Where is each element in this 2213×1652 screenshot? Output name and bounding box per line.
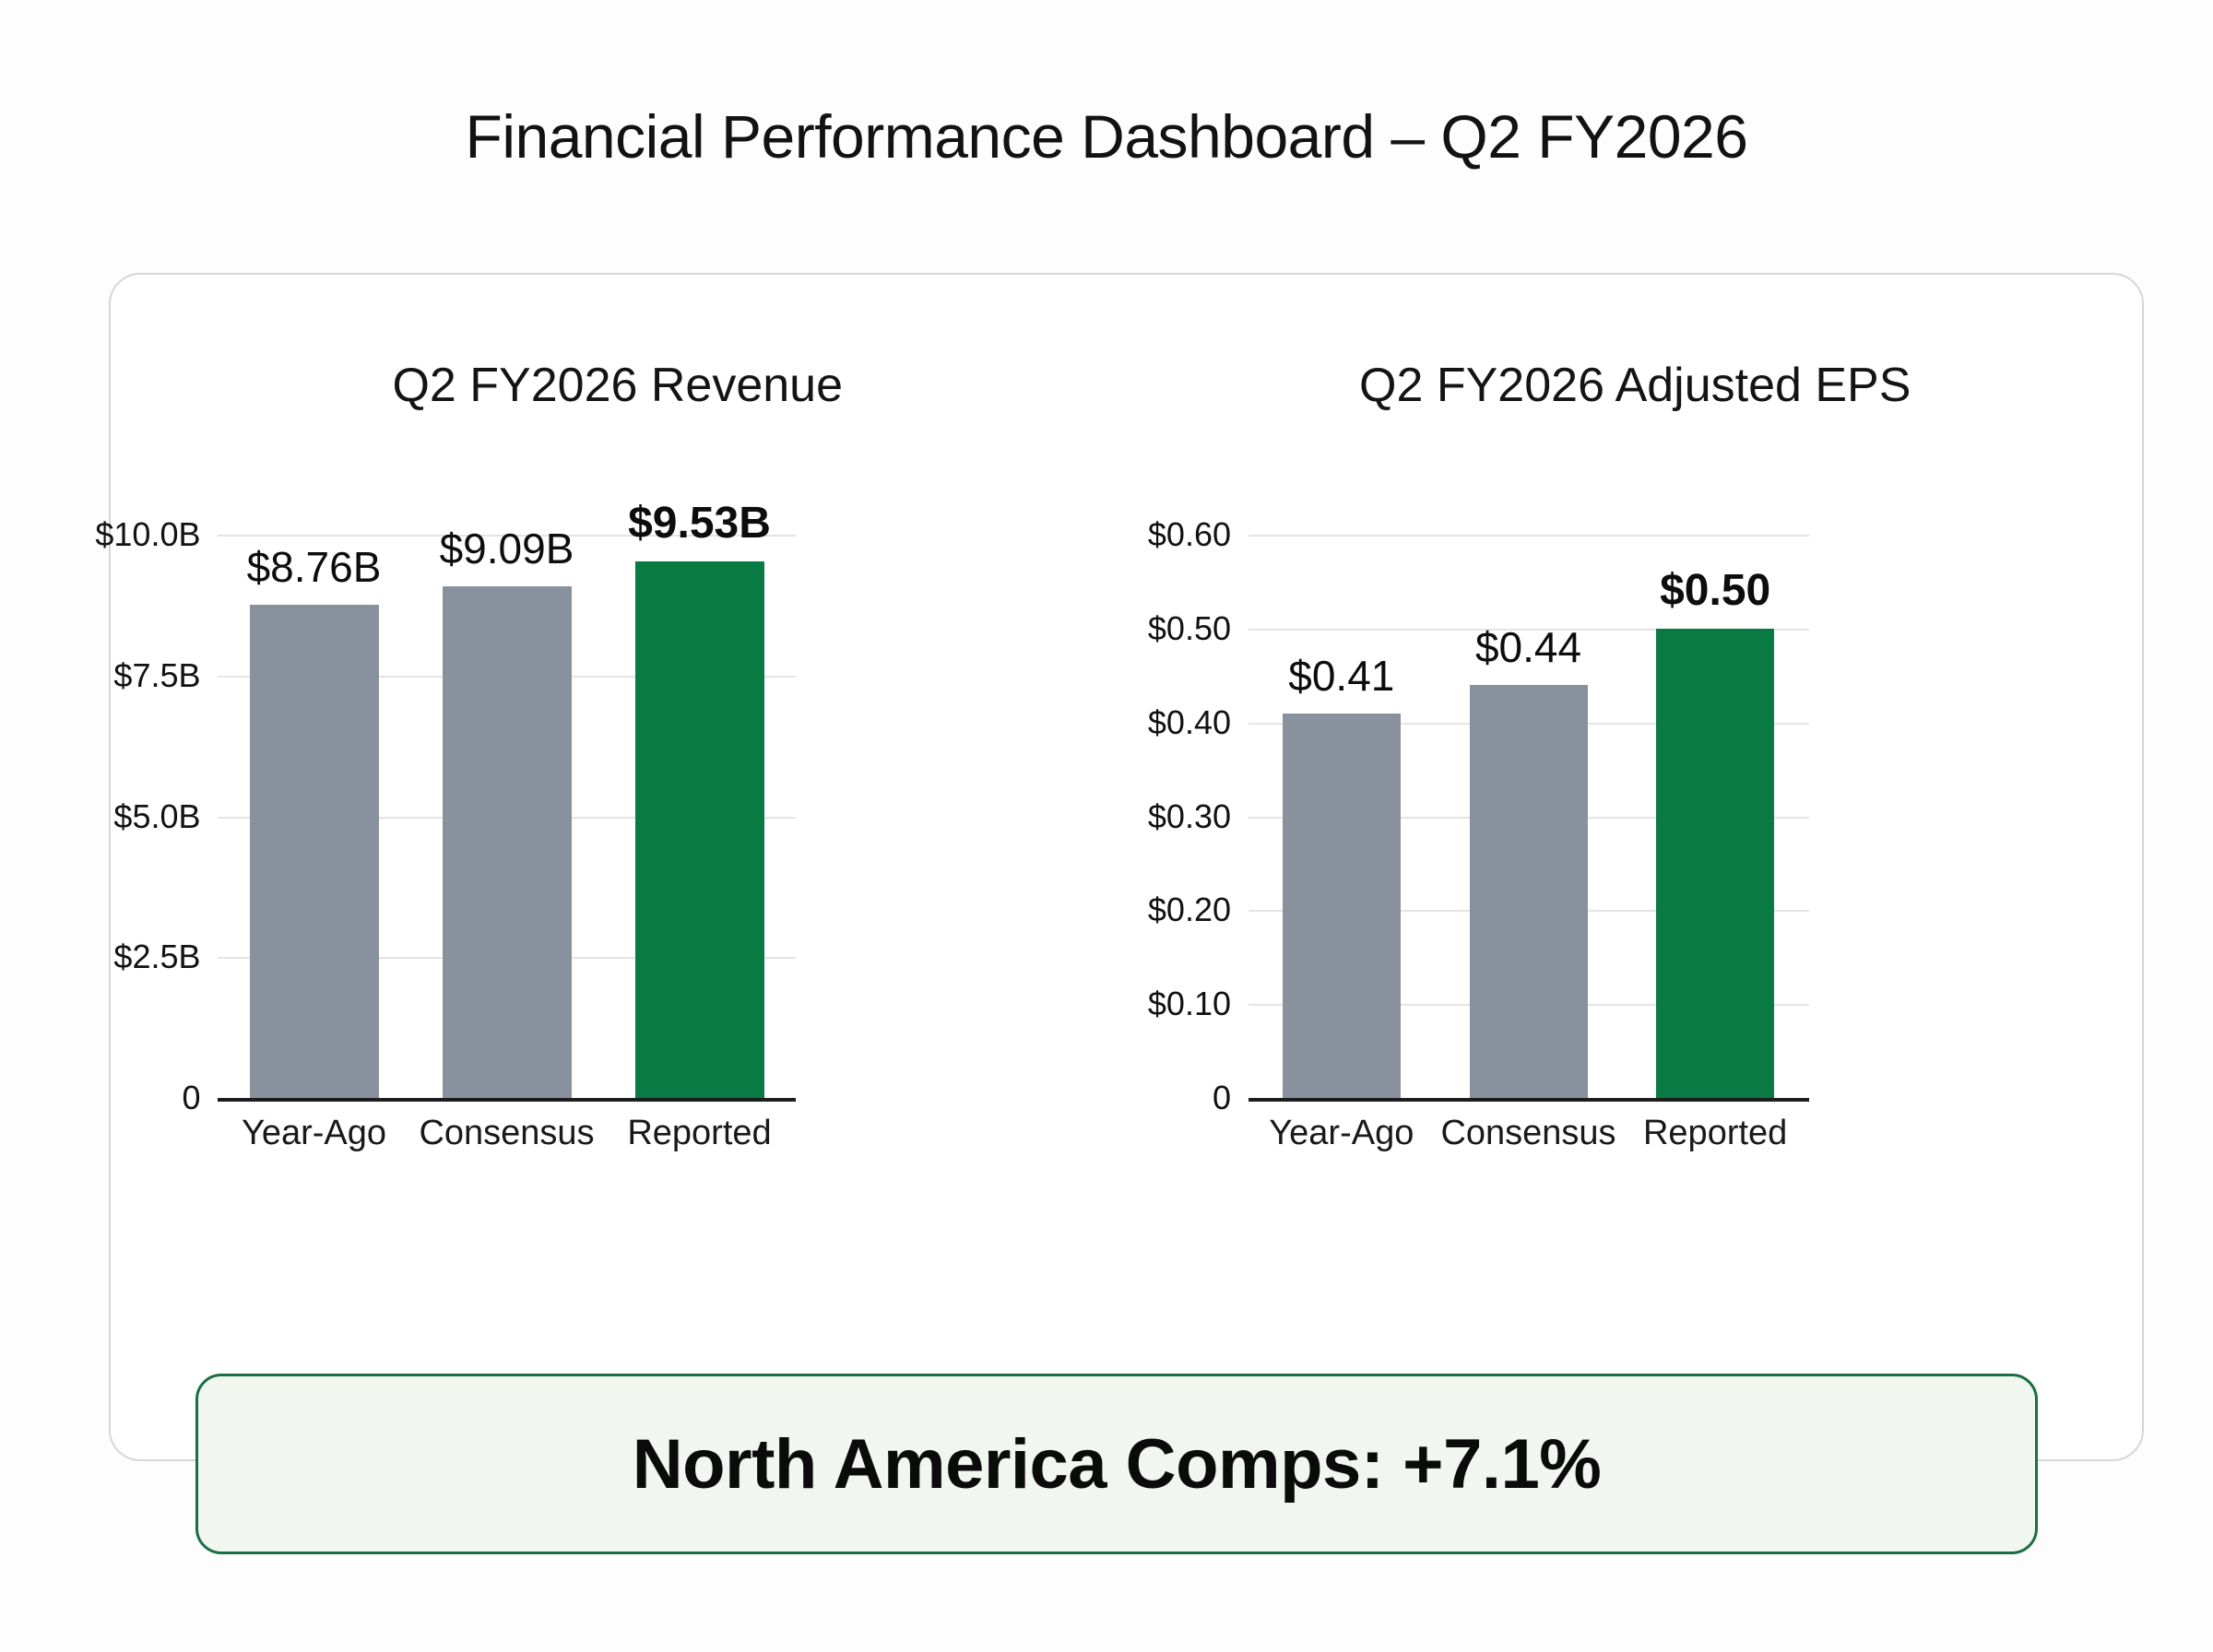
eps-y-tick-label: $0.10 [1147,985,1231,1023]
eps-chart-title: Q2 FY2026 Adjusted EPS [1359,359,1911,412]
eps-chart-panel: Q2 FY2026 Adjusted EPS 0 $0.10 $0.20 $0.30 $… [1127,273,2145,1461]
revenue-y-tick-label: 0 [182,1079,201,1116]
revenue-bar[interactable] [249,605,379,1098]
eps-bar[interactable] [1282,713,1401,1098]
revenue-chart-panel: Q2 FY2026 Revenue 0 $2.5B $5.0B $7.5B $10.0B… [95,273,1127,1461]
revenue-bar[interactable] [634,561,764,1098]
revenue-chart-title: Q2 FY2026 Revenue [392,359,844,412]
revenue-gridline [218,535,796,537]
revenue-bar-value-label: $9.53B [628,499,771,549]
charts-row: Q2 FY2026 Revenue 0 $2.5B $5.0B $7.5B $10.0B… [95,273,2145,1461]
revenue-bar-value-label: $8.76B [246,543,382,592]
revenue-axis-baseline [218,1098,796,1102]
eps-bar-value-label: $0.41 [1288,651,1395,700]
revenue-bar[interactable] [442,586,572,1098]
revenue-y-tick-label: $10.0B [95,515,201,554]
revenue-category-label: Consensus [419,1114,595,1152]
revenue-category-label: Reported [627,1114,772,1152]
revenue-y-tick-label: $7.5B [113,656,201,695]
eps-category-label: Consensus [1440,1114,1616,1152]
eps-gridline [1248,535,1809,537]
eps-bar[interactable] [1469,685,1588,1098]
revenue-y-tick-label: $5.0B [113,796,201,835]
revenue-bar-value-label: $9.09B [439,525,574,573]
comps-highlight-banner: North America Comps: +7.1% [195,1374,2038,1554]
eps-category-label: Reported [1642,1114,1788,1152]
eps-y-tick-label: $0.40 [1147,702,1231,741]
eps-axis-baseline [1248,1098,1809,1102]
eps-y-tick-label: $0.20 [1147,891,1231,929]
eps-y-tick-label: $0.50 [1147,609,1231,648]
eps-plot-area: 0 $0.10 $0.20 $0.30 $0.40 $0.50 $0.60 $0.41 Year… [1127,273,2145,1461]
page-title: Financial Performance Dashboard – Q2 FY2… [465,102,1748,171]
eps-category-label: Year-Ago [1269,1114,1414,1152]
revenue-category-label: Year-Ago [241,1114,387,1152]
eps-y-tick-label: $0.60 [1147,515,1231,554]
comps-highlight-text: North America Comps: +7.1% [632,1424,1602,1504]
revenue-plot-area: 0 $2.5B $5.0B $7.5B $10.0B $8.76B Year-Ago $9.0… [95,273,1127,1461]
eps-bar[interactable] [1656,629,1775,1098]
eps-bar-value-label: $0.44 [1474,623,1582,672]
eps-gridline [1248,629,1809,631]
eps-bar-value-label: $0.50 [1660,566,1771,616]
eps-y-tick-label: $0.30 [1147,796,1231,835]
eps-y-tick-label: 0 [1212,1079,1231,1116]
revenue-y-tick-label: $2.5B [113,938,201,976]
